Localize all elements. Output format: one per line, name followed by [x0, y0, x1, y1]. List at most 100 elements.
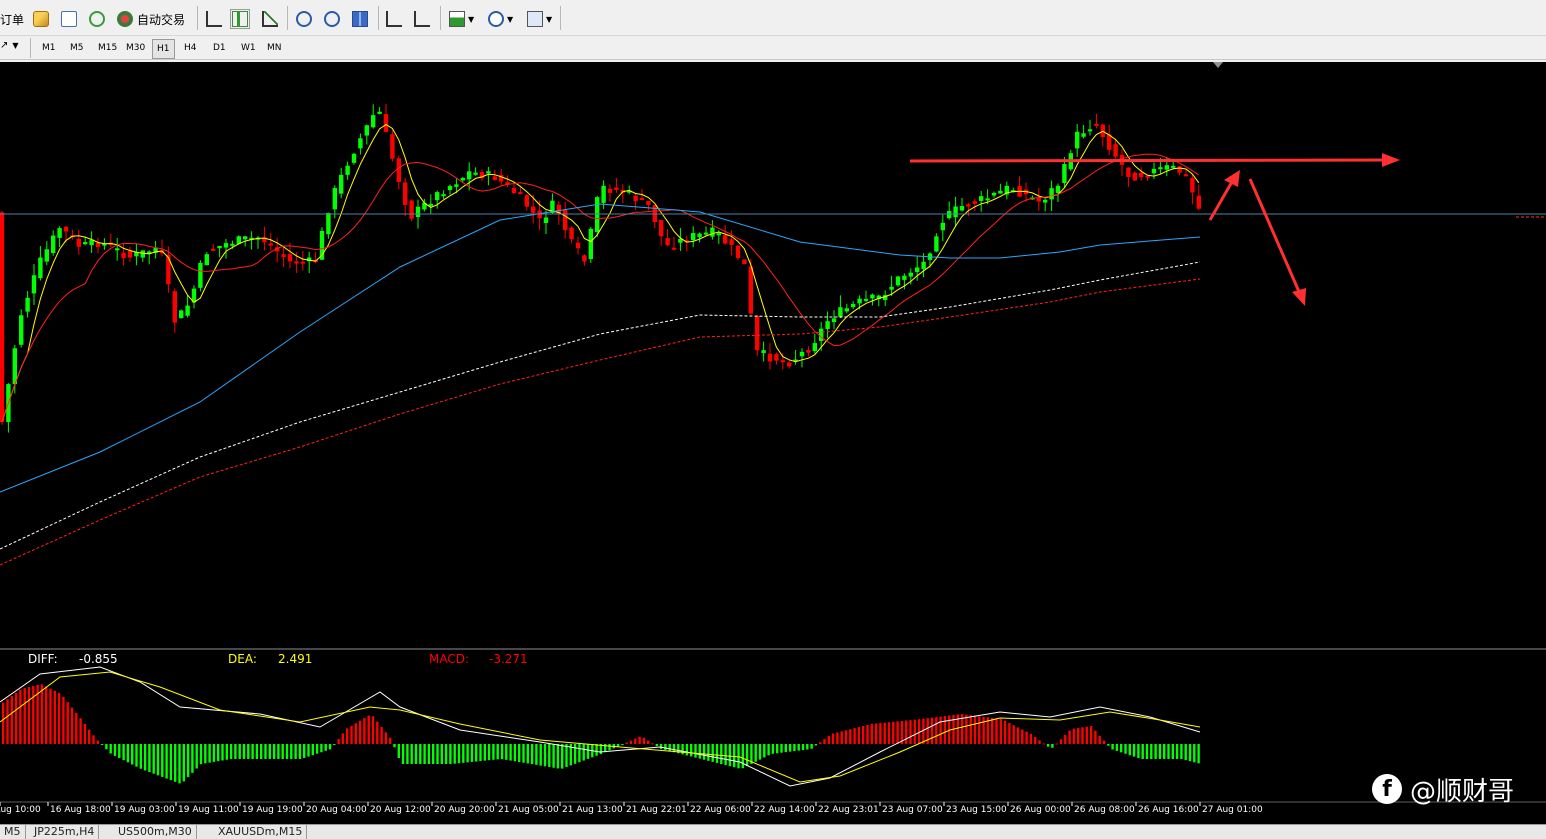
line-chart-icon: [262, 11, 278, 27]
candle-body: [12, 348, 17, 385]
candle-body: [339, 174, 344, 194]
chart-tab[interactable]: M5: [0, 825, 26, 839]
auto-trading-button[interactable]: 自动交易: [117, 8, 185, 30]
auto-scroll-icon: [414, 11, 430, 27]
candle-body: [57, 228, 62, 238]
draw-tools-button[interactable]: ↗ ▼: [0, 40, 19, 51]
navigator-button[interactable]: [89, 8, 105, 30]
candle-body: [947, 211, 952, 219]
macd-bar: [543, 744, 547, 767]
candle-body: [326, 212, 331, 235]
macd-bar: [2, 702, 5, 744]
candle-body: [979, 196, 984, 201]
bar-chart-button[interactable]: [206, 8, 222, 30]
candle-body: [294, 261, 299, 264]
candle-body: [569, 227, 574, 240]
ma-long-red-line: [0, 278, 1201, 566]
candle-body: [473, 172, 478, 175]
macd-bar: [195, 744, 198, 769]
macd-bar: [423, 744, 426, 764]
macd-bar: [1064, 734, 1067, 744]
timeframe-mn-button[interactable]: MN: [267, 43, 282, 53]
macd-bar: [36, 684, 39, 744]
up-arrow-head: [1224, 170, 1240, 187]
ma-long-white-line: [0, 261, 1201, 550]
candle-body: [543, 217, 549, 224]
macd-bar: [595, 744, 598, 756]
chevron-down-icon: ▼: [507, 14, 514, 24]
candle-body: [710, 227, 715, 237]
timeframe-m1-button[interactable]: M1: [42, 43, 56, 53]
timeframe-m15-button[interactable]: M15: [98, 43, 118, 53]
candle-body: [646, 200, 651, 206]
zoom-out-button[interactable]: [324, 8, 340, 30]
tile-windows-button[interactable]: [352, 8, 368, 30]
macd-bar: [466, 744, 469, 763]
macd-bar: [32, 685, 35, 744]
macd-bar: [1046, 744, 1050, 747]
candle-body: [505, 182, 510, 185]
candle-body: [870, 294, 875, 299]
periods-button[interactable]: ▼: [488, 8, 513, 30]
candle-body: [588, 228, 593, 260]
chart-shift-button[interactable]: [386, 8, 402, 30]
candlestick-chart-button[interactable]: [230, 8, 250, 30]
candle-body: [0, 212, 5, 422]
candle-body: [844, 308, 849, 312]
candle-body: [428, 203, 433, 206]
candle-body: [755, 316, 760, 351]
resistance-arrow-head: [1382, 153, 1400, 167]
chart-tab[interactable]: JP225m,H4: [30, 825, 100, 839]
candle-body: [63, 226, 69, 232]
macd-bar: [922, 718, 925, 744]
line-chart-button[interactable]: [262, 8, 278, 30]
macd-bar: [776, 744, 779, 754]
macd-bar: [1021, 729, 1024, 744]
timeframe-m30-button[interactable]: M30: [126, 43, 146, 53]
candle-body: [275, 247, 280, 252]
candle-body: [1049, 188, 1054, 200]
auto-scroll-button[interactable]: [414, 8, 430, 30]
new-order-button[interactable]: 订单: [0, 8, 24, 30]
macd-bar: [1077, 727, 1080, 744]
macd-bar: [625, 742, 628, 744]
candle-body: [179, 310, 184, 319]
timeframe-h1-button[interactable]: H1: [152, 39, 175, 59]
macd-bar: [1132, 744, 1136, 757]
candle-body: [454, 184, 459, 187]
macd-bar: [1016, 727, 1020, 744]
timeframe-h4-button[interactable]: H4: [184, 43, 197, 53]
timeframe-m5-button[interactable]: M5: [70, 43, 84, 53]
dea-value: 2.491: [278, 652, 313, 666]
time-axis-label: 23 Aug 07:00: [882, 805, 943, 815]
macd-bar: [569, 744, 572, 766]
timeframe-w1-button[interactable]: W1: [241, 43, 256, 53]
candle-body: [531, 206, 536, 213]
candle-body: [985, 198, 990, 201]
zoom-in-button[interactable]: [296, 8, 312, 30]
candle-body: [787, 362, 792, 367]
chart-tab[interactable]: US500m,M30: [114, 825, 197, 839]
macd-bar: [436, 744, 439, 764]
chart-tab[interactable]: XAUUSDm,M15: [214, 825, 308, 839]
candle-body: [140, 250, 145, 258]
templates-button[interactable]: ▼: [527, 8, 552, 30]
macd-bar: [698, 744, 701, 759]
toolbar-separator: [440, 6, 441, 30]
timeframe-d1-button[interactable]: D1: [213, 43, 226, 53]
candle-body: [76, 238, 81, 247]
macd-bar: [638, 736, 641, 744]
data-window-button[interactable]: [61, 8, 77, 30]
candle-body: [857, 298, 862, 304]
candle-body: [1043, 199, 1048, 203]
macd-bar: [19, 689, 22, 744]
indicators-button[interactable]: ▼: [449, 8, 474, 30]
macd-bar: [1124, 744, 1127, 754]
market-watch-button[interactable]: [33, 8, 49, 30]
candle-body: [1055, 185, 1061, 193]
time-axis-label: 22 Aug 23:01: [818, 805, 879, 815]
macd-bar: [621, 744, 624, 745]
candle-body: [147, 251, 152, 254]
macd-bar: [956, 714, 959, 744]
